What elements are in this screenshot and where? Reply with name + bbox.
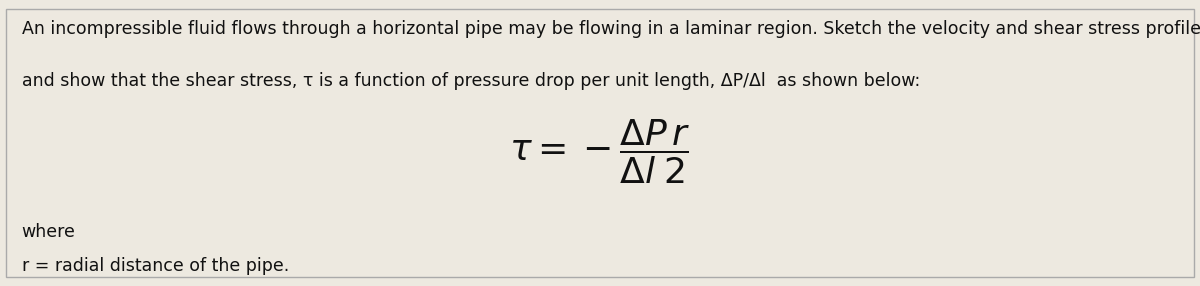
Text: r = radial distance of the pipe.: r = radial distance of the pipe. <box>22 257 289 275</box>
Text: An incompressible fluid flows through a horizontal pipe may be flowing in a lami: An incompressible fluid flows through a … <box>22 20 1200 38</box>
Text: $\tau = -\dfrac{\Delta P\, r}{\Delta l\; 2}$: $\tau = -\dfrac{\Delta P\, r}{\Delta l\;… <box>509 118 691 186</box>
Text: and show that the shear stress, τ is a function of pressure drop per unit length: and show that the shear stress, τ is a f… <box>22 72 920 90</box>
Text: where: where <box>22 223 76 241</box>
